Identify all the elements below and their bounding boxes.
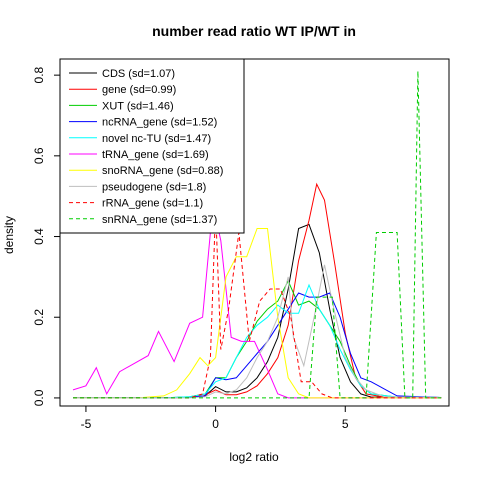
legend-box bbox=[59, 58, 245, 234]
y-tick-label: 0.6 bbox=[32, 147, 46, 164]
chart-title: number read ratio WT IP/WT in bbox=[152, 23, 356, 39]
series-line bbox=[73, 228, 442, 399]
legend-entry-label: XUT (sd=1.46) bbox=[102, 100, 174, 112]
series-line bbox=[73, 182, 442, 399]
series-line bbox=[73, 71, 442, 399]
x-tick-label: 5 bbox=[342, 417, 349, 431]
legend-entry-label: novel nc-TU (sd=1.47) bbox=[102, 133, 211, 145]
legend-entry-label: gene (sd=0.99) bbox=[102, 84, 176, 96]
x-axis-label: log2 ratio bbox=[229, 450, 279, 464]
legend-entry-label: tRNA_gene (sd=1.69) bbox=[102, 149, 209, 161]
legend-entry-label: ncRNA_gene (sd=1.52) bbox=[102, 117, 217, 129]
y-tick-label: 0.8 bbox=[32, 66, 46, 83]
series-line bbox=[73, 292, 442, 399]
y-tick-label: 0.0 bbox=[32, 389, 46, 406]
series-line bbox=[73, 264, 442, 399]
legend-entry-label: snoRNA_gene (sd=0.88) bbox=[102, 165, 223, 177]
y-tick-label: 0.2 bbox=[32, 309, 46, 326]
y-tick-label: 0.4 bbox=[32, 228, 46, 245]
legend: CDS (sd=1.07) gene (sd=0.99) XUT (sd=1.46)… bbox=[59, 58, 245, 234]
x-tick-label: -5 bbox=[81, 417, 92, 431]
legend-entry-label: CDS (sd=1.07) bbox=[102, 68, 175, 80]
series-line bbox=[73, 208, 442, 399]
legend-entry-label: snRNA_gene (sd=1.37) bbox=[102, 214, 217, 226]
x-tick-label: 0 bbox=[212, 417, 219, 431]
legend-entry-label: pseudogene (sd=1.8) bbox=[102, 181, 206, 193]
y-axis-label: density bbox=[2, 216, 16, 254]
series-lines bbox=[72, 71, 442, 399]
legend-entry-label: rRNA_gene (sd=1.1) bbox=[102, 198, 203, 210]
